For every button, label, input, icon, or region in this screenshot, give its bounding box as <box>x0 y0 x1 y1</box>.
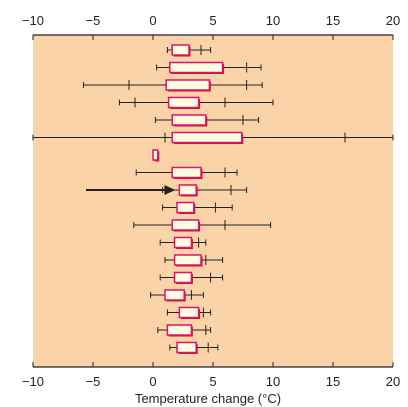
box-iqr <box>165 79 211 91</box>
bottom-tick-label: 15 <box>326 374 340 389</box>
bottom-tick-label: 10 <box>266 374 280 389</box>
top-tick-label: −5 <box>86 13 101 28</box>
arrow-head <box>164 185 176 195</box>
box-iqr <box>173 254 202 266</box>
box-row <box>135 166 238 179</box>
box-row <box>150 289 204 302</box>
annotation-arrow <box>86 185 176 195</box>
box-iqr <box>176 201 195 214</box>
box-row <box>166 44 212 57</box>
plot-background <box>33 35 393 367</box>
top-tick-label: 0 <box>149 13 156 28</box>
top-tick-label: 10 <box>266 13 280 28</box>
box-iqr <box>176 341 197 354</box>
box-row <box>159 236 207 249</box>
box-iqr <box>167 96 200 109</box>
box-row <box>166 306 212 319</box>
box-row <box>156 61 262 74</box>
bottom-tick-label: −10 <box>22 374 44 389</box>
box-iqr <box>171 166 202 179</box>
box-iqr <box>178 306 200 319</box>
boxes-group <box>32 44 394 354</box>
box-row <box>164 254 224 267</box>
box-iqr <box>171 131 243 144</box>
bottom-tick-label: 5 <box>209 374 216 389</box>
box-iqr <box>178 184 197 196</box>
box-row <box>157 324 212 337</box>
box-row <box>169 341 219 354</box>
box-iqr <box>164 289 185 301</box>
bottom-ticks: −10 −5 0 5 10 15 20 <box>22 362 400 389</box>
box-row <box>82 79 263 92</box>
box-row <box>32 131 394 144</box>
box-iqr <box>171 44 190 56</box>
box-iqr <box>171 219 200 231</box>
top-tick-label: 20 <box>386 13 400 28</box>
box-iqr <box>171 114 207 126</box>
box-row <box>162 184 248 197</box>
top-tick-label: 5 <box>209 13 216 28</box>
top-tick-label: −10 <box>22 13 44 28</box>
box-iqr <box>173 271 193 284</box>
bottom-tick-label: 0 <box>149 374 156 389</box>
box-row <box>154 114 260 127</box>
bottom-tick-label: −5 <box>86 374 101 389</box>
box-row <box>152 149 160 162</box>
bottom-tick-label: 20 <box>386 374 400 389</box>
box-row <box>133 219 272 232</box>
box-iqr <box>166 324 193 336</box>
x-axis-label: Temperature change (°C) <box>135 391 281 406</box>
box-iqr <box>152 149 159 161</box>
top-ticks: −10 −5 0 5 10 15 20 <box>22 13 400 40</box>
box-row <box>162 201 233 214</box>
box-row <box>118 96 274 109</box>
box-iqr <box>173 236 193 249</box>
box-row <box>159 271 224 284</box>
top-tick-label: 15 <box>326 13 340 28</box>
box-iqr <box>169 61 224 74</box>
